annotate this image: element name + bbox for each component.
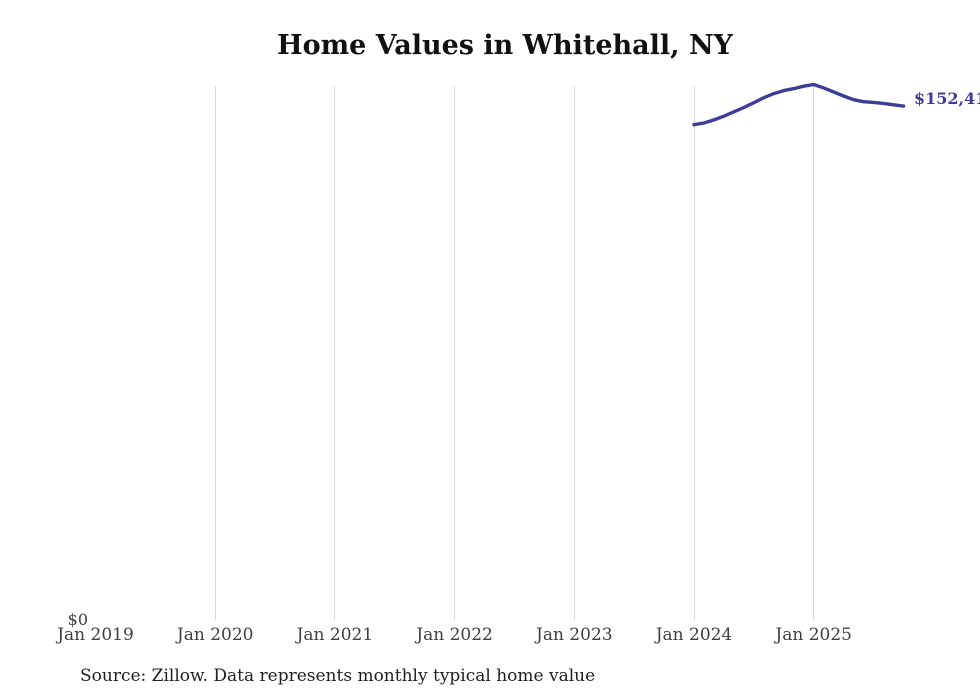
x-axis-tick-label: Jan 2019 bbox=[57, 625, 134, 645]
chart-title: Home Values in Whitehall, NY bbox=[277, 30, 733, 61]
x-axis-tick-label: Jan 2024 bbox=[655, 625, 733, 645]
x-axis-tick-label: Jan 2022 bbox=[416, 625, 493, 645]
y-axis-zero-label: $0 bbox=[67, 610, 88, 629]
gridline bbox=[214, 86, 216, 620]
gridline bbox=[334, 86, 336, 620]
x-axis-tick-label: Jan 2021 bbox=[296, 625, 374, 645]
source-note: Source: Zillow. Data represents monthly … bbox=[80, 666, 596, 686]
gridline bbox=[454, 86, 456, 620]
x-axis-tick-label: Jan 2020 bbox=[176, 625, 254, 645]
gridline bbox=[813, 86, 815, 620]
gridline bbox=[573, 86, 575, 620]
x-axis-tick-label: Jan 2025 bbox=[775, 625, 852, 645]
latest-value-label: $152,411 bbox=[914, 89, 980, 108]
home-value-line bbox=[692, 82, 906, 127]
gridline bbox=[693, 86, 695, 620]
x-axis-tick-label: Jan 2023 bbox=[536, 625, 613, 645]
